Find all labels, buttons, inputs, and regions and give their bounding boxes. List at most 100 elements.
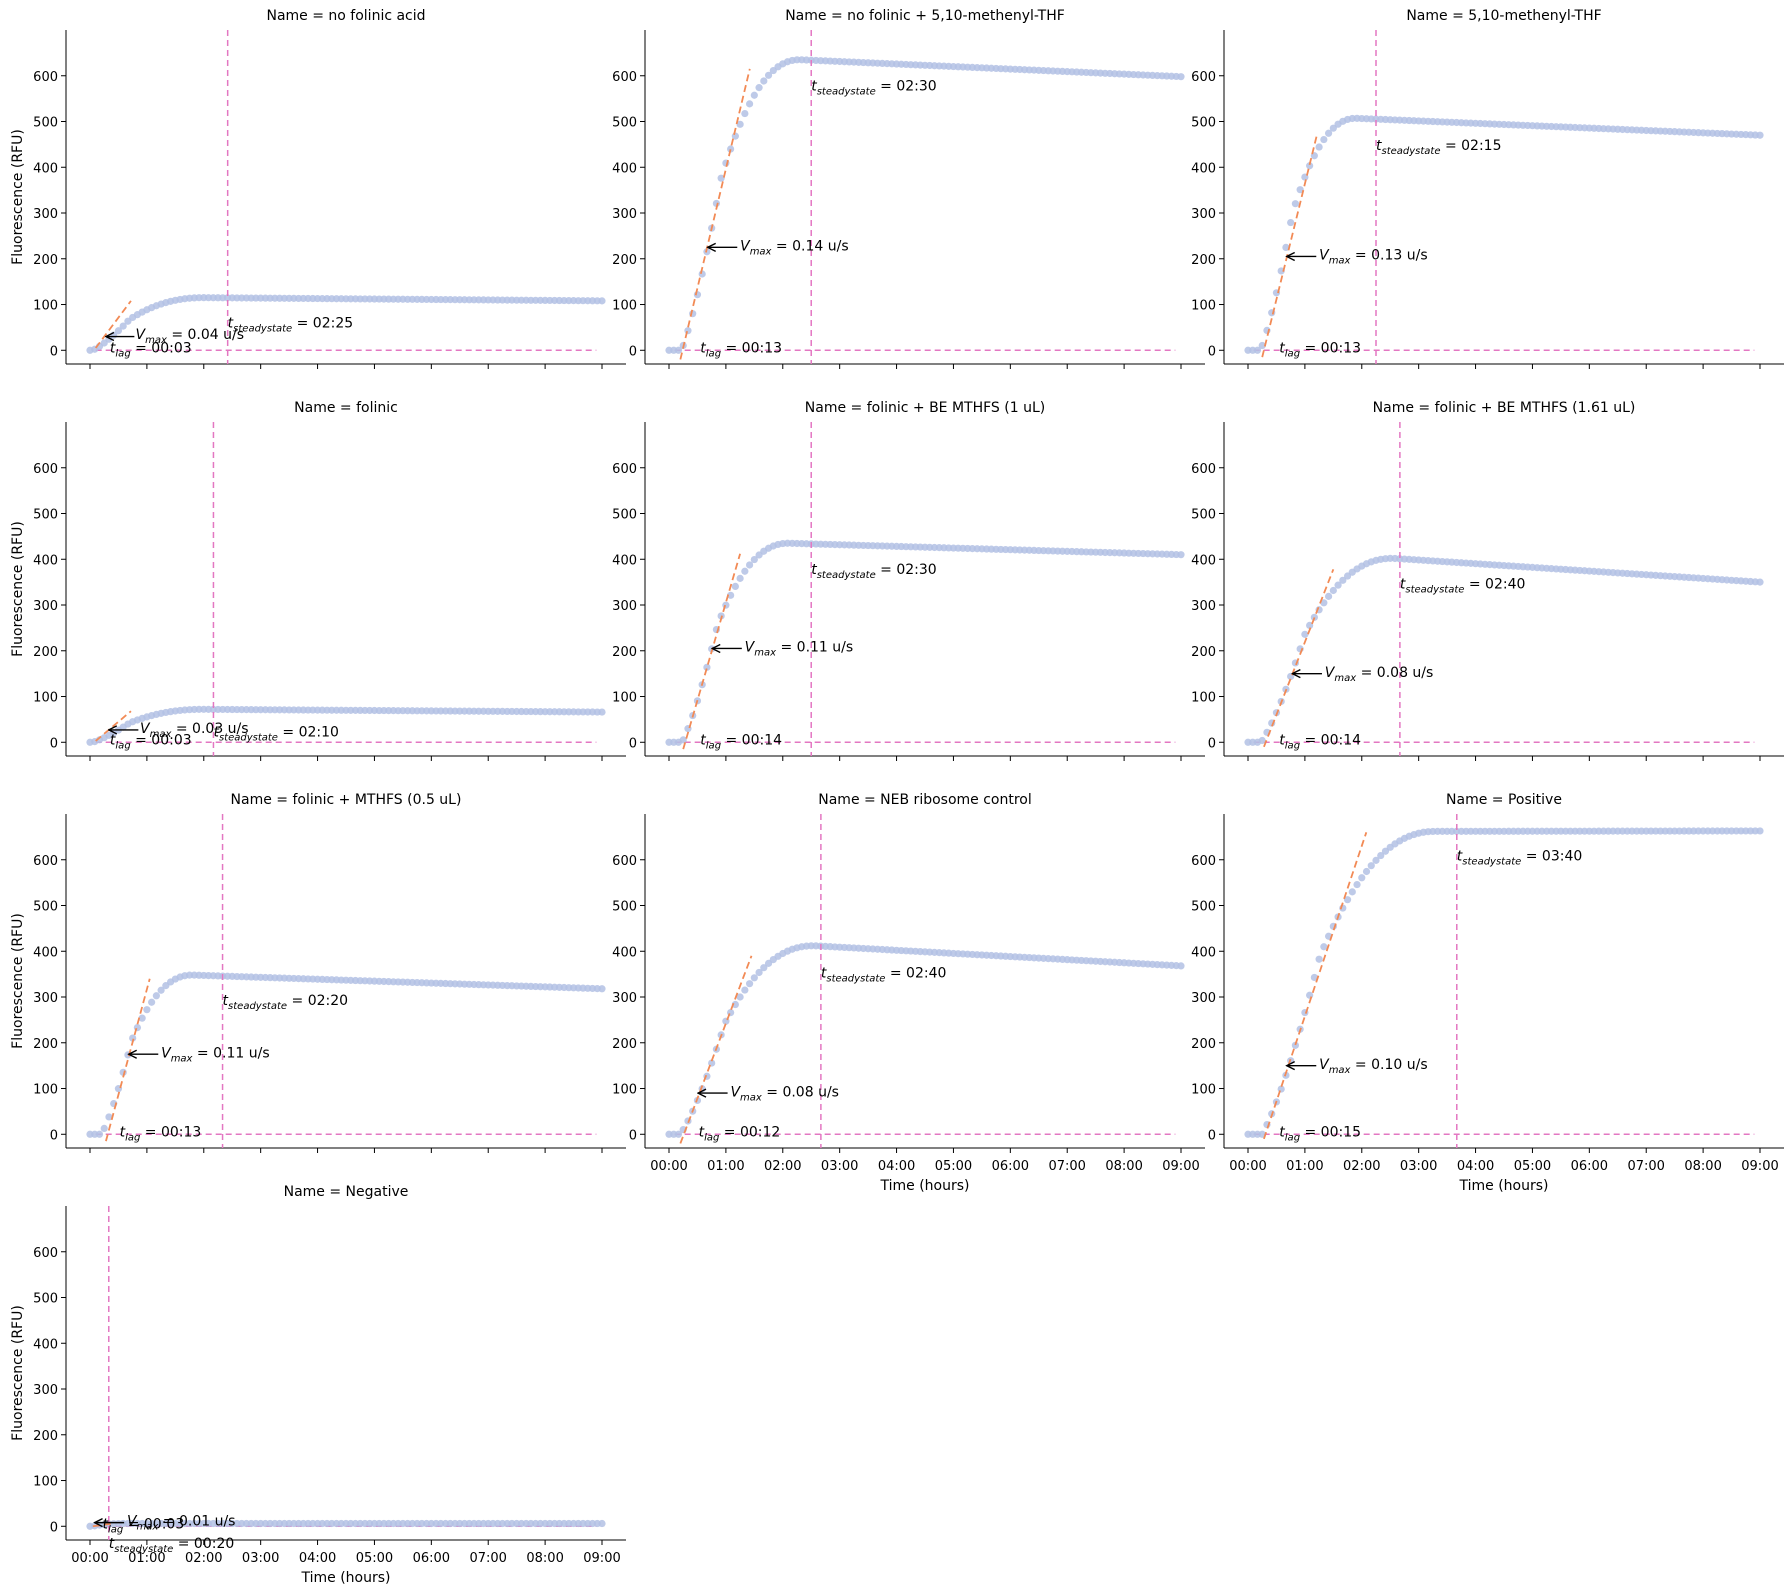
y-tick-label: 300 (612, 991, 637, 1006)
y-tick-label: 200 (612, 253, 637, 268)
x-tick-label: 05:00 (356, 1551, 393, 1566)
y-tick-label: 500 (612, 116, 637, 131)
data-point (1334, 581, 1342, 589)
y-tick-label: 500 (1191, 508, 1216, 523)
data-points (665, 56, 1185, 354)
x-tick-label: 08:00 (1105, 1159, 1142, 1174)
y-tick-label: 500 (33, 116, 58, 131)
data-point (1177, 962, 1185, 970)
vmax-annotation: Vmax = 0.08 u/s (1325, 665, 1434, 684)
x-tick-label: 03:00 (1400, 1159, 1437, 1174)
y-tick-label: 600 (33, 854, 58, 869)
y-tick-label: 400 (1191, 161, 1216, 176)
vmax-annotation: Vmax = 0.13 u/s (1319, 248, 1428, 267)
data-point (1756, 131, 1764, 139)
y-tick-label: 300 (33, 1383, 58, 1398)
data-points (1244, 827, 1764, 1138)
data-point (717, 174, 725, 182)
data-point (1329, 586, 1337, 595)
data-point (1282, 243, 1290, 252)
data-points (86, 971, 606, 1138)
tsteady-annotation: tsteadystate = 02:40 (1400, 577, 1526, 596)
data-point (1258, 341, 1266, 350)
panel-2: Name = no folinic + 5,10-methenyl-THF 0 10… (612, 8, 1205, 369)
panel-title: Name = NEB ribosome control (818, 792, 1032, 808)
y-tick-label: 600 (612, 854, 637, 869)
tlag-annotation: tlag = 00:14 (700, 733, 782, 752)
panel-title: Name = 5,10-methenyl-THF (1406, 8, 1601, 24)
data-point (679, 736, 687, 744)
y-tick-label: 0 (1208, 1128, 1216, 1143)
data-point (674, 1130, 683, 1138)
data-point (684, 327, 692, 335)
data-point (731, 582, 739, 590)
data-point (755, 968, 763, 977)
data-point (760, 77, 768, 85)
panel-title: Name = folinic + BE MTHFS (1.61 uL) (1373, 400, 1636, 416)
data-point (727, 145, 735, 153)
y-tick-label: 200 (612, 1037, 637, 1052)
data-point (755, 84, 763, 92)
vmax-annotation: Vmax = 0.03 u/s (140, 721, 249, 740)
y-tick-label: 0 (629, 1128, 637, 1143)
data-point (1372, 856, 1380, 864)
data-point (1310, 613, 1318, 621)
y-tick-label: 100 (33, 1083, 58, 1098)
data-point (760, 964, 768, 972)
data-point (1339, 576, 1347, 584)
data-point (1301, 630, 1309, 638)
panel-7: Name = folinic + MTHFS (0.5 uL) 0 100 200 30… (10, 792, 626, 1153)
data-point (1306, 162, 1314, 170)
data-point (105, 1113, 113, 1121)
panel-5: Name = folinic + BE MTHFS (1 uL) 0 100 200 3… (612, 400, 1205, 761)
data-point (598, 1519, 606, 1528)
y-tick-label: 600 (612, 70, 637, 85)
y-tick-label: 100 (612, 299, 637, 314)
vmax-fit-line (682, 553, 741, 750)
panel-title: Name = Positive (1446, 792, 1562, 808)
panel-3: Name = 5,10-methenyl-THF 0 100 200 300 400 500… (1191, 8, 1784, 369)
y-tick-label: 500 (1191, 900, 1216, 915)
y-tick-label: 300 (33, 599, 58, 614)
data-point (119, 322, 127, 330)
y-tick-label: 100 (33, 691, 58, 706)
y-tick-label: 200 (33, 1037, 58, 1052)
y-tick-label: 0 (629, 344, 637, 359)
y-tick-label: 100 (33, 1475, 58, 1490)
data-point (1362, 867, 1371, 876)
data-point (119, 1068, 127, 1076)
data-point (736, 993, 744, 1001)
tsteady-annotation: tsteadystate = 00:20 (109, 1536, 235, 1555)
tlag-annotation: tlag = 00:13 (120, 1125, 202, 1144)
x-tick-label: 08:00 (526, 1551, 563, 1566)
data-point (1258, 736, 1266, 745)
vmax-fit-line (94, 300, 132, 349)
y-tick-label: 200 (1191, 645, 1216, 660)
y-tick-label: 300 (33, 991, 58, 1006)
y-tick-label: 400 (33, 161, 58, 176)
data-point (138, 1014, 146, 1022)
tsteady-annotation: tsteadystate = 02:10 (213, 724, 339, 743)
panel-title: Name = no folinic + 5,10-methenyl-THF (785, 8, 1065, 24)
vmax-annotation: Vmax = 0.01 u/s (127, 1513, 236, 1532)
data-point (745, 561, 754, 569)
y-tick-label: 400 (33, 1337, 58, 1352)
vmax-annotation: Vmax = 0.08 u/s (730, 1084, 839, 1103)
tsteady-annotation: tsteadystate = 02:40 (821, 965, 947, 984)
x-tick-label: 07:00 (1627, 1159, 1664, 1174)
x-tick-label: 04:00 (299, 1551, 336, 1566)
y-tick-label: 400 (612, 161, 637, 176)
data-point (1315, 955, 1323, 963)
x-tick-label: 05:00 (1514, 1159, 1551, 1174)
data-point (712, 199, 721, 208)
y-tick-label: 600 (1191, 70, 1216, 85)
data-point (143, 1006, 151, 1014)
data-point (148, 998, 156, 1006)
data-point (1310, 973, 1318, 982)
tsteady-annotation: tsteadystate = 02:15 (1376, 138, 1502, 157)
tsteady-annotation: tsteadystate = 02:25 (228, 315, 354, 334)
y-tick-label: 300 (1191, 207, 1216, 222)
x-tick-label: 04:00 (1457, 1159, 1494, 1174)
y-tick-label: 200 (33, 253, 58, 268)
data-point (1353, 880, 1361, 889)
